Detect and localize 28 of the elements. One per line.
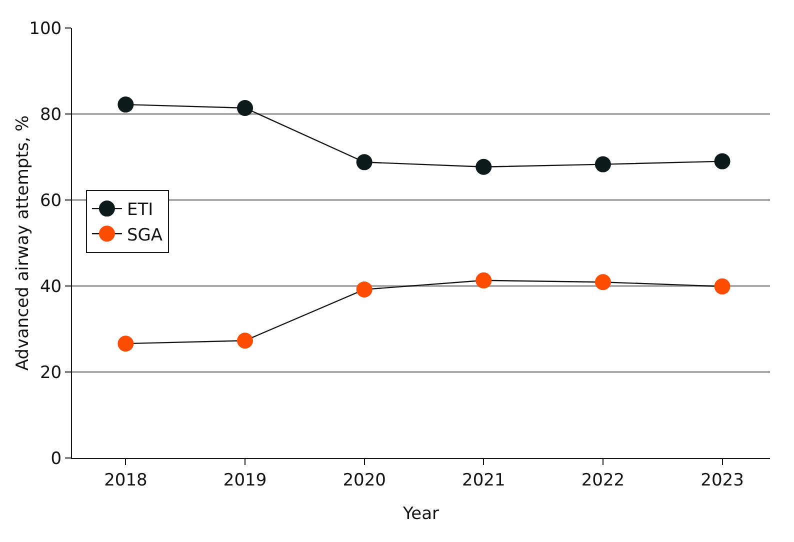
point xyxy=(118,336,134,352)
point xyxy=(594,156,611,172)
x-tick-label: 2022 xyxy=(581,470,625,490)
x-tick-label: 2021 xyxy=(462,470,506,490)
x-tick-label: 2023 xyxy=(700,470,744,490)
x-tick-label: 2019 xyxy=(223,470,267,490)
point xyxy=(356,281,372,298)
y-tick-label: 60 xyxy=(40,190,62,211)
point xyxy=(594,274,611,290)
x-tick-label: 2020 xyxy=(342,470,386,490)
point xyxy=(476,272,492,288)
point xyxy=(714,153,730,170)
point xyxy=(237,332,254,349)
x-tick-label: 2018 xyxy=(104,470,148,490)
y-tick-label: 40 xyxy=(40,276,62,297)
y-axis-title: Advanced airway attempts, % xyxy=(13,115,33,371)
y-tick-label: 20 xyxy=(40,362,62,383)
legend-label: ETI xyxy=(126,200,154,220)
point xyxy=(118,96,134,113)
point xyxy=(237,100,254,116)
y-tick-label: 80 xyxy=(40,104,62,125)
legend-label: SGA xyxy=(126,225,163,246)
x-axis-title: Year xyxy=(402,504,440,524)
y-tick-label: 100 xyxy=(29,18,62,39)
y-tick-label: 0 xyxy=(50,448,62,469)
point xyxy=(714,278,730,294)
point xyxy=(476,158,492,175)
point xyxy=(356,154,372,170)
